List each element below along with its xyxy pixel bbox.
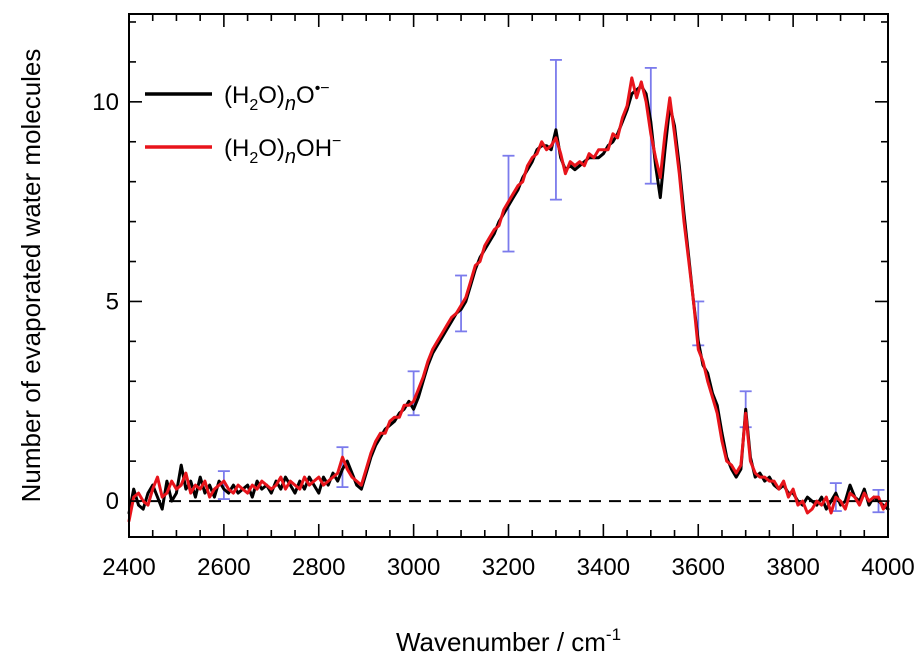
x-tick-label: 3400 bbox=[577, 554, 630, 581]
legend-1-part-0: (H bbox=[224, 135, 249, 162]
series-line-1 bbox=[127, 76, 890, 523]
legend-0-subscript: 2 bbox=[249, 97, 258, 114]
legend-1-italic: n bbox=[285, 146, 296, 168]
x-tick-label: 4000 bbox=[861, 554, 914, 581]
series-group bbox=[127, 76, 890, 523]
legend-1-part-4: OH bbox=[296, 135, 332, 162]
x-tick-label: 3800 bbox=[766, 554, 819, 581]
legend-0-part-4: O bbox=[296, 82, 315, 109]
y-tick-label: 5 bbox=[106, 288, 119, 315]
x-axis-title-superscript: -1 bbox=[606, 625, 621, 644]
x-tick-label: 2600 bbox=[197, 554, 250, 581]
y-tick-label: 0 bbox=[106, 488, 119, 515]
x-tick-label: 2800 bbox=[292, 554, 345, 581]
legend-label-1: (H2O)nOH− bbox=[224, 133, 341, 168]
x-tick-label: 3600 bbox=[672, 554, 725, 581]
tick-labels-group: 2400 2600 2800 3000 3200 3400 3600 3800 4000 0 5 10 bbox=[92, 89, 914, 581]
x-axis-title: Wavenumber / cm-1 bbox=[396, 625, 621, 657]
axis-ticks-group bbox=[128, 14, 889, 537]
x-tick-label: 2400 bbox=[102, 554, 155, 581]
y-axis-title: Number of evaporated water molecules bbox=[16, 49, 46, 503]
x-tick-label: 3000 bbox=[387, 554, 440, 581]
y-tick-label: 10 bbox=[92, 89, 119, 116]
legend-label-0: (H2O)nO•− bbox=[224, 80, 330, 115]
x-tick-label: 3200 bbox=[482, 554, 535, 581]
legend-1-superscript: − bbox=[332, 133, 341, 150]
legend-1-part-2: O) bbox=[258, 135, 285, 162]
x-axis-title-text: Wavenumber / cm bbox=[396, 627, 606, 657]
legend-0-part-0: (H bbox=[224, 82, 249, 109]
error-bars-group bbox=[217, 59, 885, 514]
legend-0-superscript: •− bbox=[315, 80, 330, 97]
legend-0-part-2: O) bbox=[258, 82, 285, 109]
legend-1-subscript: 2 bbox=[249, 150, 258, 167]
legend-0-italic: n bbox=[285, 93, 296, 115]
legend: (H2O)nO•− (H2O)nOH− bbox=[145, 80, 341, 168]
